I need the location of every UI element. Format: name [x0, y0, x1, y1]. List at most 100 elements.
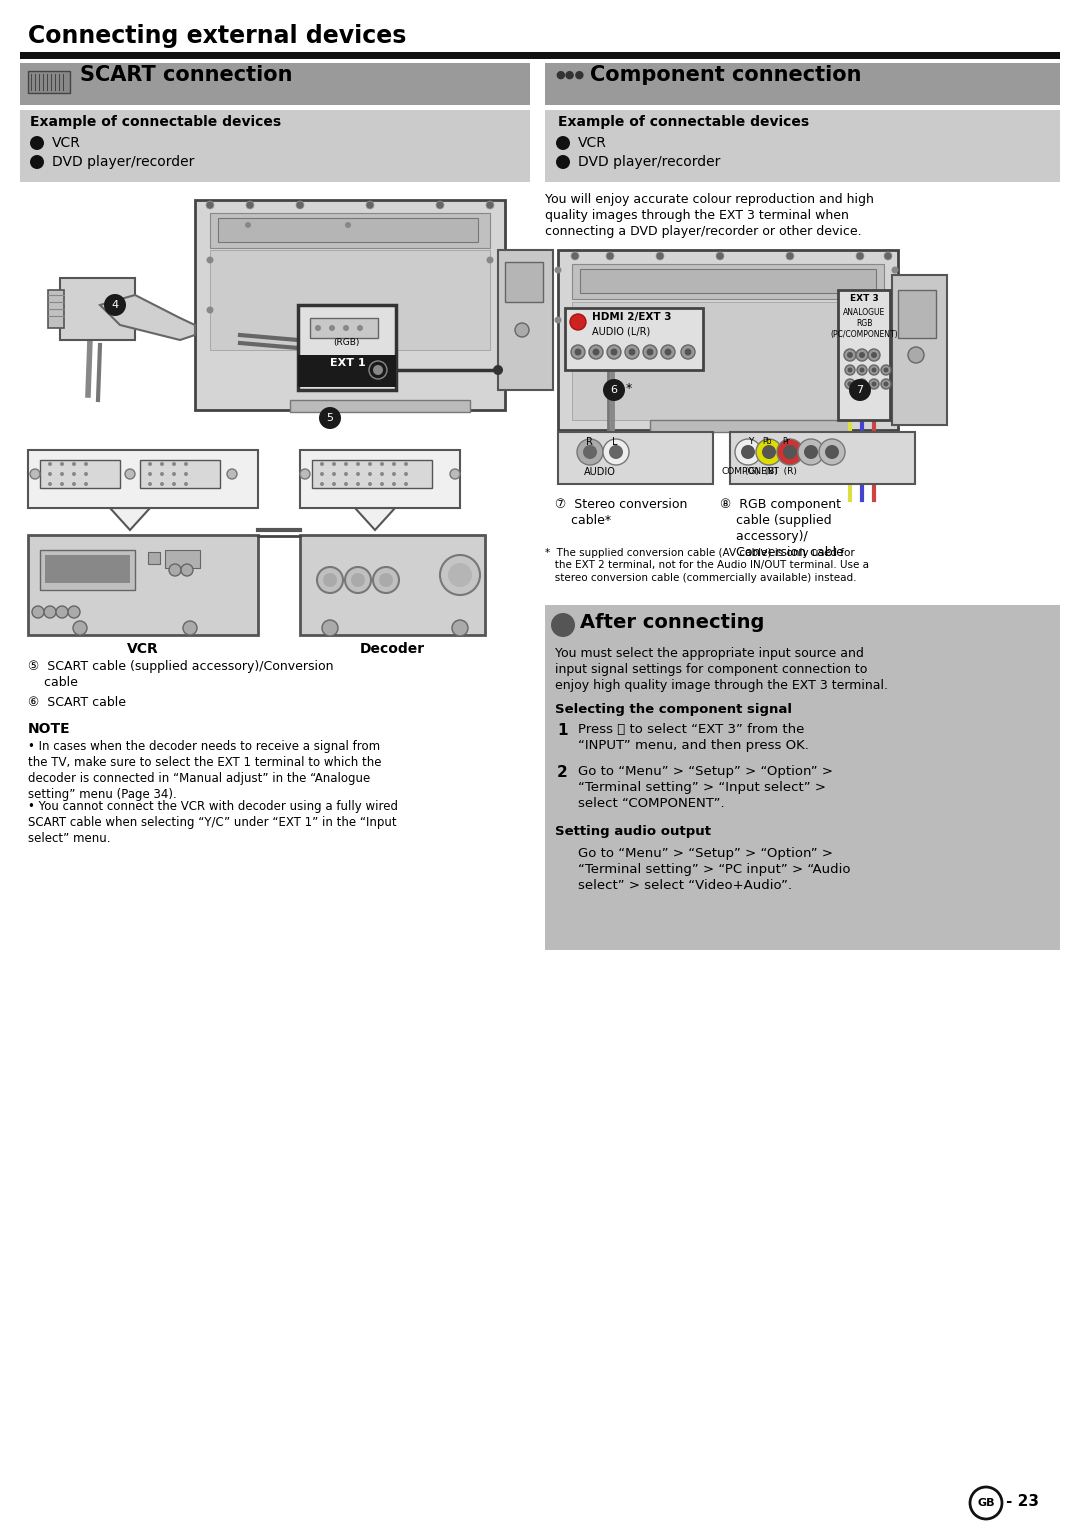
Circle shape — [345, 472, 348, 476]
Circle shape — [56, 607, 68, 617]
Circle shape — [571, 251, 579, 260]
Bar — [892, 276, 947, 424]
Circle shape — [30, 469, 40, 480]
Bar — [545, 605, 1059, 950]
Text: DVD player/recorder: DVD player/recorder — [52, 155, 194, 169]
Text: R: R — [586, 437, 593, 447]
Circle shape — [160, 472, 164, 476]
Text: ANALOGUE
RGB
(PC/COMPONENT): ANALOGUE RGB (PC/COMPONENT) — [831, 308, 897, 339]
Circle shape — [883, 368, 889, 372]
Text: VCR: VCR — [52, 136, 81, 150]
Circle shape — [556, 136, 570, 150]
Bar — [45, 555, 130, 584]
Circle shape — [856, 349, 868, 362]
Text: Setting audio output: Setting audio output — [555, 826, 711, 838]
Circle shape — [125, 469, 135, 480]
Circle shape — [172, 483, 176, 486]
Circle shape — [629, 348, 635, 355]
Text: 2: 2 — [557, 764, 568, 780]
Text: NOTE: NOTE — [28, 722, 70, 735]
Text: Example of connectable devices: Example of connectable devices — [558, 115, 809, 129]
Circle shape — [515, 323, 529, 337]
Circle shape — [741, 444, 755, 460]
Bar — [300, 535, 485, 634]
Circle shape — [453, 620, 468, 636]
Bar — [580, 270, 876, 293]
Bar — [572, 302, 885, 420]
Circle shape — [343, 325, 349, 331]
Circle shape — [172, 472, 176, 476]
Circle shape — [72, 472, 76, 476]
Bar — [298, 305, 396, 391]
Circle shape — [332, 483, 336, 486]
Bar — [565, 308, 703, 371]
Bar — [28, 450, 258, 509]
Text: Go to “Menu” > “Setup” > “Option” >
“Terminal setting” > “PC input” > “Audio
sel: Go to “Menu” > “Setup” > “Option” > “Ter… — [578, 847, 851, 892]
Text: ⑦  Stereo conversion
    cable*: ⑦ Stereo conversion cable* — [555, 498, 687, 527]
Text: Pb: Pb — [762, 437, 771, 446]
Circle shape — [380, 483, 384, 486]
Circle shape — [73, 620, 87, 634]
Circle shape — [320, 472, 324, 476]
Circle shape — [60, 483, 64, 486]
Circle shape — [368, 463, 372, 466]
Circle shape — [148, 472, 152, 476]
Circle shape — [32, 607, 44, 617]
Bar — [300, 450, 460, 509]
Circle shape — [345, 483, 348, 486]
Circle shape — [554, 317, 562, 323]
Circle shape — [392, 463, 396, 466]
Circle shape — [148, 463, 152, 466]
Text: GB: GB — [977, 1498, 995, 1507]
Circle shape — [661, 345, 675, 358]
Circle shape — [296, 201, 303, 208]
Circle shape — [858, 365, 867, 375]
Circle shape — [104, 294, 126, 316]
Circle shape — [184, 472, 188, 476]
Circle shape — [798, 440, 824, 466]
Text: AUDIO (L/R): AUDIO (L/R) — [592, 326, 650, 336]
Bar — [21, 63, 530, 106]
Circle shape — [656, 251, 664, 260]
Text: Pr: Pr — [782, 437, 789, 446]
Circle shape — [329, 325, 335, 331]
Text: 4: 4 — [111, 300, 119, 309]
Circle shape — [870, 352, 877, 358]
Circle shape — [184, 483, 188, 486]
Circle shape — [777, 440, 804, 466]
Circle shape — [589, 345, 603, 358]
Circle shape — [440, 555, 480, 594]
Circle shape — [68, 607, 80, 617]
Circle shape — [881, 378, 891, 389]
Circle shape — [556, 155, 570, 169]
Circle shape — [819, 440, 845, 466]
Circle shape — [30, 136, 44, 150]
Circle shape — [891, 267, 899, 274]
Circle shape — [610, 348, 618, 355]
Text: ●●●: ●●● — [555, 70, 584, 80]
Circle shape — [859, 352, 865, 358]
Circle shape — [607, 345, 621, 358]
Circle shape — [351, 573, 365, 587]
Circle shape — [970, 1488, 1002, 1520]
Text: 1: 1 — [557, 723, 567, 738]
Bar — [650, 420, 850, 432]
Circle shape — [681, 345, 696, 358]
Circle shape — [72, 483, 76, 486]
Circle shape — [320, 463, 324, 466]
Circle shape — [404, 472, 408, 476]
Circle shape — [373, 567, 399, 593]
Text: (RGB): (RGB) — [333, 339, 360, 348]
Circle shape — [735, 440, 761, 466]
Circle shape — [551, 613, 575, 637]
Bar — [572, 264, 885, 299]
Circle shape — [869, 365, 879, 375]
Bar — [195, 201, 505, 411]
Circle shape — [168, 564, 181, 576]
Text: VCR: VCR — [127, 642, 159, 656]
Circle shape — [643, 345, 657, 358]
Bar — [210, 250, 490, 349]
Circle shape — [356, 483, 360, 486]
Text: After connecting: After connecting — [580, 613, 765, 633]
Circle shape — [356, 463, 360, 466]
